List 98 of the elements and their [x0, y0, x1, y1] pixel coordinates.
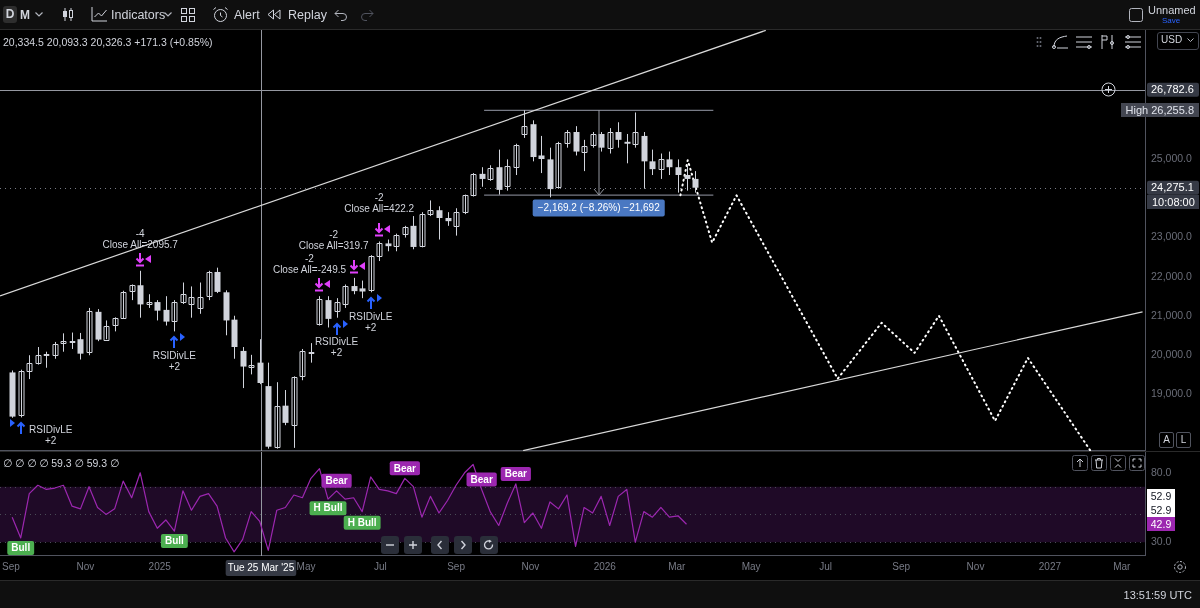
x-tick-label: 2025 [148, 560, 172, 572]
text: Indicators [111, 8, 166, 22]
candlestick [77, 332, 84, 361]
text: Alert [234, 8, 260, 22]
candlestick [60, 332, 67, 353]
ref-line-label: Tue 25 Mar '25 [227, 562, 295, 574]
candlestick [206, 270, 213, 301]
ref-line-label: 26,782.6 [1151, 83, 1194, 96]
annotation: H Bull [347, 516, 377, 528]
candlestick [666, 151, 673, 176]
candlestick [325, 295, 332, 328]
x-tick-label: Nov [76, 560, 95, 572]
annotation: −2,169.2 (−8.26%) −21,692 [537, 202, 661, 214]
annotation: -2 [305, 253, 315, 265]
annotation: RSIDivLE [29, 423, 73, 435]
candlestick [521, 109, 528, 139]
text: Replay [288, 8, 327, 22]
text: A [1159, 432, 1174, 448]
x-tick-label: Mar [668, 560, 687, 572]
candlestick [436, 205, 443, 241]
text: 42.9 [1147, 517, 1175, 531]
text: 20,334.5 20,093.3 20,326.3 +171.3 (+0.85%) [3, 35, 213, 49]
x-tick-label: Nov [521, 560, 540, 572]
x-tick-label: Mar [1113, 560, 1132, 572]
annotation: Bear [393, 462, 417, 474]
candlestick [649, 149, 656, 176]
annotation: RSIDivLE [152, 349, 197, 361]
x-tick-label: 2026 [593, 560, 617, 572]
candlestick [197, 282, 204, 315]
annotation: Bear [504, 468, 528, 480]
annotation: Close All=422.2 [344, 202, 415, 214]
annotation: Bear [470, 473, 493, 485]
candlestick [658, 153, 665, 180]
x-tick-label: May [741, 560, 761, 572]
text: 52.9 [1147, 489, 1175, 503]
x-tick-label: Sep [447, 560, 466, 572]
annotation: Close All=-249.5 [272, 264, 347, 276]
annotation: RSIDivLE [314, 335, 359, 347]
text: 52.9 [1147, 503, 1175, 517]
candlestick [316, 295, 323, 327]
y-tick-label: 21,000.0 [1151, 308, 1193, 321]
candlestick [684, 164, 691, 192]
text: 10:08:00 [1147, 195, 1199, 209]
candlestick [513, 143, 520, 176]
annotation: +2 [168, 360, 181, 372]
annotation: High 26,255.8 [1120, 103, 1199, 117]
annotation: Bull [164, 535, 185, 547]
text: 13:51:59 UTC [1123, 588, 1192, 602]
candlestick [274, 381, 281, 450]
annotation: Bear [325, 475, 348, 487]
annotation: -2 [329, 229, 339, 241]
candlestick [615, 121, 622, 149]
candlestick [675, 158, 682, 194]
candlestick [410, 215, 417, 250]
x-tick-label: 2027 [1038, 560, 1062, 572]
y-tick-label: 19,000.0 [1151, 386, 1193, 399]
annotation: -4 [135, 228, 146, 240]
y-tick-label: 80.0 [1151, 465, 1172, 478]
candlestick [291, 375, 298, 449]
text: Unnamed [1148, 3, 1196, 17]
candlestick [607, 127, 614, 155]
annotation: +2 [364, 321, 377, 333]
line-series [679, 159, 1092, 451]
x-tick-label: Sep [892, 560, 911, 572]
ref-line-label: 24,275.1 [1151, 181, 1194, 194]
text: ∅ ∅ ∅ ∅ 59.3 ∅ 59.3 ∅ [3, 456, 120, 470]
y-tick-label: 20,000.0 [1151, 347, 1193, 360]
candlestick [299, 348, 306, 381]
candlestick [282, 389, 289, 426]
text: M [20, 8, 30, 22]
annotation: RSIDivLE [349, 310, 393, 322]
x-tick-label: Jul [374, 560, 387, 572]
text: Save [1162, 16, 1181, 25]
candlestick [257, 338, 264, 385]
x-tick-label: Nov [966, 560, 985, 572]
y-tick-label: 22,000.0 [1151, 269, 1193, 282]
x-tick-label: Sep [2, 560, 21, 572]
x-tick-label: Jul [819, 560, 832, 572]
annotation: Close All=319.7 [298, 240, 369, 252]
y-tick-label: 23,000.0 [1151, 230, 1193, 243]
annotation: H Bull [313, 502, 343, 514]
text: D [3, 6, 17, 23]
candlestick [86, 307, 93, 356]
candlestick [154, 299, 161, 321]
annotation: +2 [45, 434, 57, 446]
text: USD [1161, 34, 1183, 46]
candlestick [692, 170, 699, 194]
candlestick [214, 267, 221, 294]
annotation: -2 [374, 191, 385, 203]
candlestick [308, 342, 315, 364]
annotation: +2 [330, 346, 343, 358]
candlestick [137, 270, 144, 319]
annotation: Bull [11, 542, 31, 554]
x-tick-label: May [296, 560, 316, 572]
y-tick-label: 30.0 [1151, 535, 1172, 548]
y-tick-label: 25,000.0 [1151, 152, 1193, 165]
candlestick [538, 135, 545, 174]
text: L [1176, 432, 1191, 448]
